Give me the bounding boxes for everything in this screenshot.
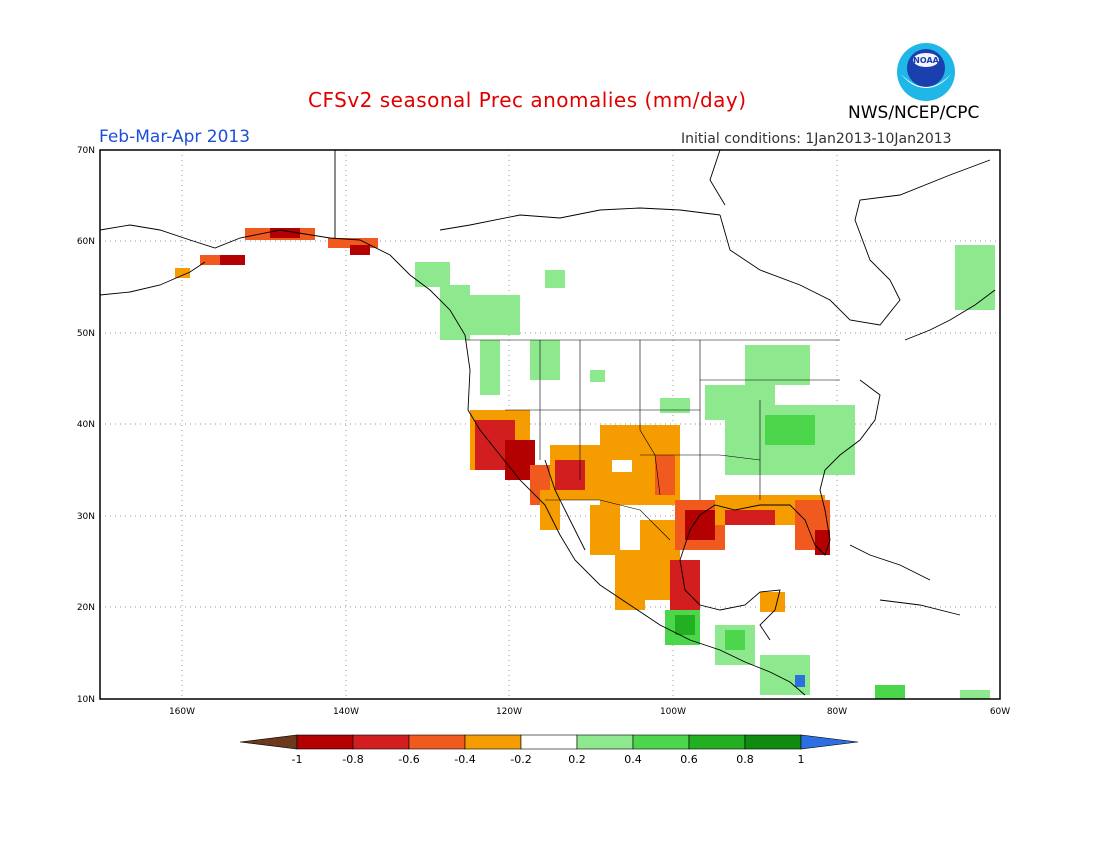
lat-label: 50N [77,329,95,339]
longitude-labels: 160W 140W 120W 100W 80W 60W [169,707,1010,717]
agency-label: NWS/NCEP/CPC [848,103,980,123]
colorbar-swatch [239,734,298,750]
lon-label: 80W [827,707,847,717]
colorbar-tick-label: -0.2 [510,753,531,766]
period-label: Feb-Mar-Apr 2013 [99,127,251,147]
coastlines [99,149,996,696]
political-borders [465,339,840,541]
lat-label: 60N [77,237,95,247]
map-title: CFSv2 seasonal Prec anomalies (mm/day) [308,88,747,112]
map-frame [99,149,1001,700]
lon-label: 140W [333,707,359,717]
colorbar-tick-label: -0.4 [454,753,475,766]
anomaly-shading [175,228,995,699]
lon-label: 60W [990,707,1010,717]
lon-label: 120W [496,707,522,717]
lon-label: 160W [169,707,195,717]
lat-label: 70N [77,146,95,156]
colorbar-swatch [576,734,634,750]
initial-conditions-label: Initial conditions: 1Jan2013-10Jan2013 [681,131,952,147]
lon-label: 100W [660,707,686,717]
colorbar-tick-label: 1 [798,753,805,766]
colorbar-tick-label: 0.2 [568,753,586,766]
colorbar-tick-label: -1 [292,753,303,766]
colorbar-swatch [632,734,690,750]
latitude-labels: 70N 60N 50N 40N 30N 20N 10N [77,146,95,705]
lat-label: 20N [77,603,95,613]
colorbar-swatch [464,734,522,750]
colorbar-tick-label: 0.6 [680,753,698,766]
svg-text:NOAA: NOAA [913,56,939,65]
colorbar-swatch [688,734,746,750]
noaa-logo: NOAA [897,43,955,101]
colorbar-swatch [520,734,578,750]
colorbar-swatch [800,734,859,750]
colorbar-tick-label: -0.6 [398,753,419,766]
colorbar-swatch [352,734,410,750]
lat-label: 10N [77,695,95,705]
colorbar-swatch [408,734,466,750]
colorbar-tick-label: -0.8 [342,753,363,766]
colorbar-swatch [296,734,354,750]
colorbar-tick-label: 0.4 [624,753,642,766]
colorbar-tick-label: 0.8 [736,753,754,766]
colorbar-swatch [744,734,802,750]
colorbar: -1 -0.8 -0.6 -0.4 -0.2 0.2 0.4 0.6 0.8 1 [239,734,859,766]
lat-label: 30N [77,512,95,522]
lat-label: 40N [77,420,95,430]
